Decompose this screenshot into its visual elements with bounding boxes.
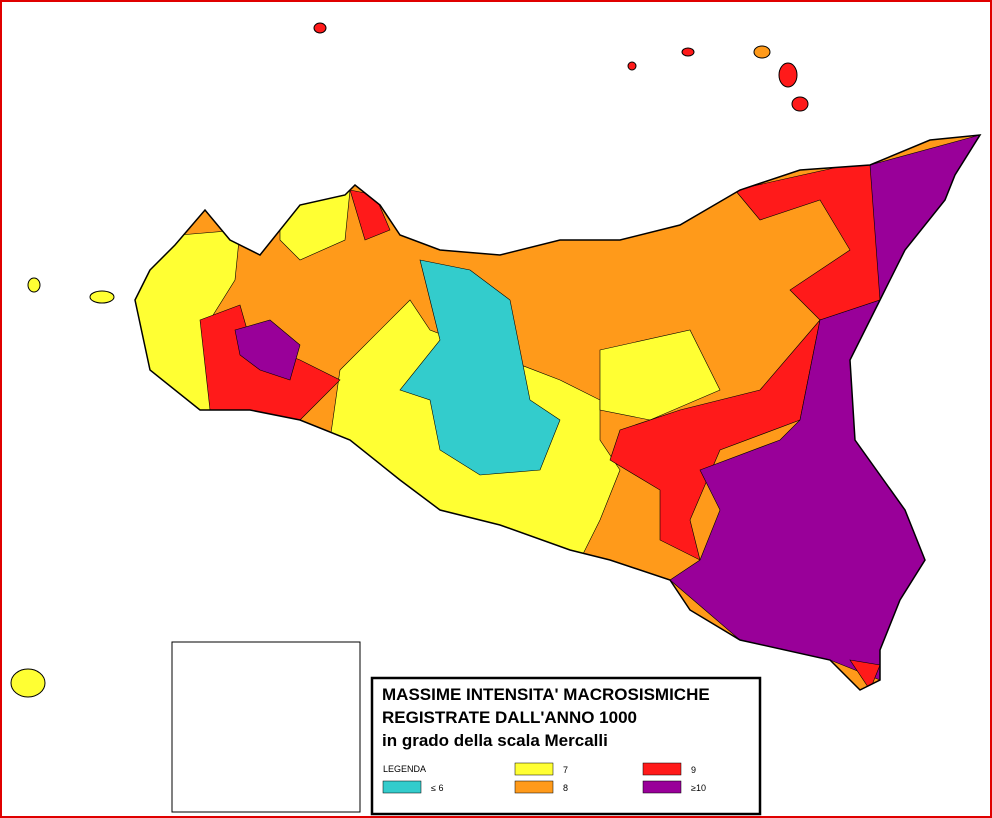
region xyxy=(599,329,721,421)
legend-label: 8 xyxy=(563,783,568,793)
legend-label: 7 xyxy=(563,765,568,775)
legend-heading: LEGENDA xyxy=(383,764,426,774)
legend-swatch xyxy=(642,762,682,776)
region xyxy=(234,319,301,381)
region xyxy=(609,318,821,561)
legend-swatch xyxy=(514,780,554,794)
legend-label: ≤ 6 xyxy=(431,783,443,793)
legend-swatch xyxy=(642,780,682,794)
legend-label: 9 xyxy=(691,765,696,775)
legend-title: REGISTRATE DALL'ANNO 1000 xyxy=(382,708,637,727)
region xyxy=(849,659,881,690)
legend-swatch xyxy=(514,762,554,776)
region xyxy=(399,259,561,476)
legend-label: ≥10 xyxy=(691,783,706,793)
legend-title: MASSIME INTENSITA' MACROSISMICHE xyxy=(382,685,710,704)
inset-box xyxy=(171,641,361,813)
legend-title: in grado della scala Mercalli xyxy=(382,731,608,750)
legend-box xyxy=(370,676,762,816)
legend-swatch xyxy=(382,780,422,794)
